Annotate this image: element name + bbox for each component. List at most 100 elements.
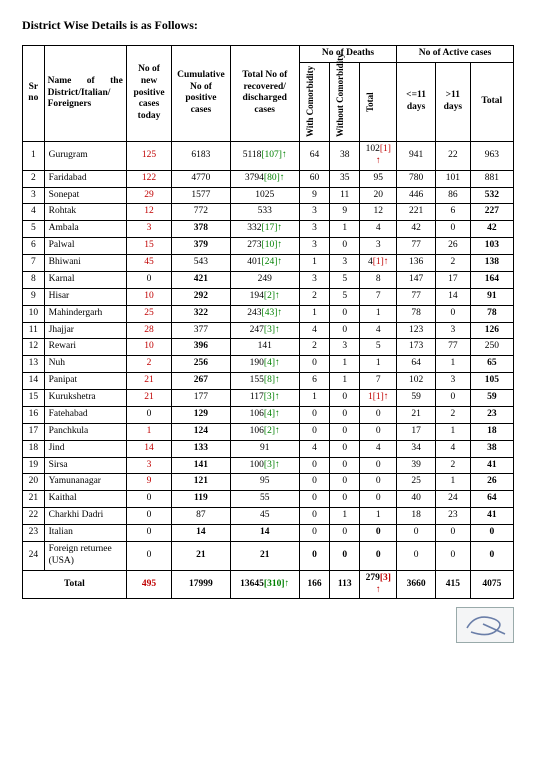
page-title: District Wise Details is as Follows: [22, 18, 514, 33]
cell-d3: 4 [360, 322, 397, 339]
hdr-active-group: No of Active cases [397, 46, 514, 63]
cell-new: 21 [126, 390, 171, 407]
cell-a2: 6 [436, 204, 471, 221]
cell-a1: 136 [397, 255, 436, 272]
cell-d2: 1 [330, 373, 360, 390]
hdr-deaths-without: Without Comorbidity [330, 62, 360, 141]
cell-name: Sirsa [44, 457, 126, 474]
cell-a3: 126 [470, 322, 513, 339]
cell-new: 29 [126, 187, 171, 204]
cell-rec: 91 [230, 440, 299, 457]
cell-name: Bhiwani [44, 255, 126, 272]
table-row: 16Fatehabad0129106[4]↑00021223 [23, 406, 514, 423]
cell-name: Nuh [44, 356, 126, 373]
cell-a3: 64 [470, 491, 513, 508]
cell-d3: 8 [360, 271, 397, 288]
cell-d1: 0 [299, 525, 329, 542]
cell-a3: 65 [470, 356, 513, 373]
table-row: 3Sonepat29157710259112044686532 [23, 187, 514, 204]
cell-d1: 60 [299, 170, 329, 187]
cell-a1: 77 [397, 288, 436, 305]
cell-rec: 3794[80]↑ [230, 170, 299, 187]
cell-d2: 1 [330, 221, 360, 238]
cell-name: Kurukshetra [44, 390, 126, 407]
cell-a2: 23 [436, 508, 471, 525]
cell-new: 9 [126, 474, 171, 491]
cell-d3: 4 [360, 440, 397, 457]
cell-d2: 0 [330, 474, 360, 491]
cell-d2: 0 [330, 525, 360, 542]
cell-rec: 190[4]↑ [230, 356, 299, 373]
cell-a3: 42 [470, 221, 513, 238]
cell-a2: 0 [436, 541, 471, 570]
cell-a1: 123 [397, 322, 436, 339]
cell-rec: 21 [230, 541, 299, 570]
cell-d1: 4 [299, 440, 329, 457]
table-row: 15Kurukshetra21177117[3]↑101[1]↑59059 [23, 390, 514, 407]
cell-a3: 881 [470, 170, 513, 187]
cell-d1: 0 [299, 423, 329, 440]
cell-rec: 401[24]↑ [230, 255, 299, 272]
cell-name: Jind [44, 440, 126, 457]
hdr-active-gt11: >11 days [436, 62, 471, 141]
cell-sr: 3 [23, 187, 45, 204]
table-row: 14Panipat21267155[8]↑6171023105 [23, 373, 514, 390]
cell-a3: 105 [470, 373, 513, 390]
cell-cum: 378 [172, 221, 230, 238]
cell-a1: 77 [397, 238, 436, 255]
cell-d1: 0 [299, 406, 329, 423]
cell-new: 25 [126, 305, 171, 322]
table-row: 5Ambala3378332[17]↑31442042 [23, 221, 514, 238]
cell-a1: 18 [397, 508, 436, 525]
cell-d3: 4[1]↑ [360, 255, 397, 272]
cell-a2: 86 [436, 187, 471, 204]
cell-name: Charkhi Dadri [44, 508, 126, 525]
cell-rec: 247[3]↑ [230, 322, 299, 339]
cell-rec: 95 [230, 474, 299, 491]
cell-d2: 0 [330, 238, 360, 255]
cell-total-d3: 279[3]↑ [360, 570, 397, 599]
cell-total-label: Total [23, 570, 127, 599]
cell-new: 0 [126, 271, 171, 288]
cell-d3: 5 [360, 339, 397, 356]
cell-total-new: 495 [126, 570, 171, 599]
cell-name: Italian [44, 525, 126, 542]
cell-d2: 38 [330, 141, 360, 170]
cell-d3: 12 [360, 204, 397, 221]
cell-d1: 1 [299, 390, 329, 407]
cell-sr: 19 [23, 457, 45, 474]
cell-d3: 4 [360, 221, 397, 238]
cell-a1: 64 [397, 356, 436, 373]
cell-a2: 2 [436, 255, 471, 272]
cell-sr: 21 [23, 491, 45, 508]
cell-cum: 14 [172, 525, 230, 542]
cell-name: Ambala [44, 221, 126, 238]
cell-rec: 332[17]↑ [230, 221, 299, 238]
cell-a3: 0 [470, 541, 513, 570]
cell-a3: 0 [470, 525, 513, 542]
cell-new: 122 [126, 170, 171, 187]
cell-a1: 446 [397, 187, 436, 204]
cell-d2: 0 [330, 491, 360, 508]
cell-d2: 0 [330, 390, 360, 407]
cell-rec: 243[43]↑ [230, 305, 299, 322]
cell-d2: 0 [330, 305, 360, 322]
cell-cum: 6183 [172, 141, 230, 170]
cell-d2: 0 [330, 406, 360, 423]
cell-a3: 38 [470, 440, 513, 457]
cell-d2: 0 [330, 457, 360, 474]
cell-d1: 2 [299, 339, 329, 356]
cell-d2: 5 [330, 288, 360, 305]
cell-total-a3: 4075 [470, 570, 513, 599]
cell-d2: 1 [330, 508, 360, 525]
cell-a3: 41 [470, 508, 513, 525]
cell-cum: 421 [172, 271, 230, 288]
cell-a1: 17 [397, 423, 436, 440]
cell-new: 10 [126, 288, 171, 305]
cell-a1: 0 [397, 525, 436, 542]
cell-d3: 0 [360, 457, 397, 474]
cell-d1: 3 [299, 221, 329, 238]
hdr-deaths-with: With Comorbidity [299, 62, 329, 141]
cell-rec: 106[2]↑ [230, 423, 299, 440]
cell-d2: 0 [330, 541, 360, 570]
